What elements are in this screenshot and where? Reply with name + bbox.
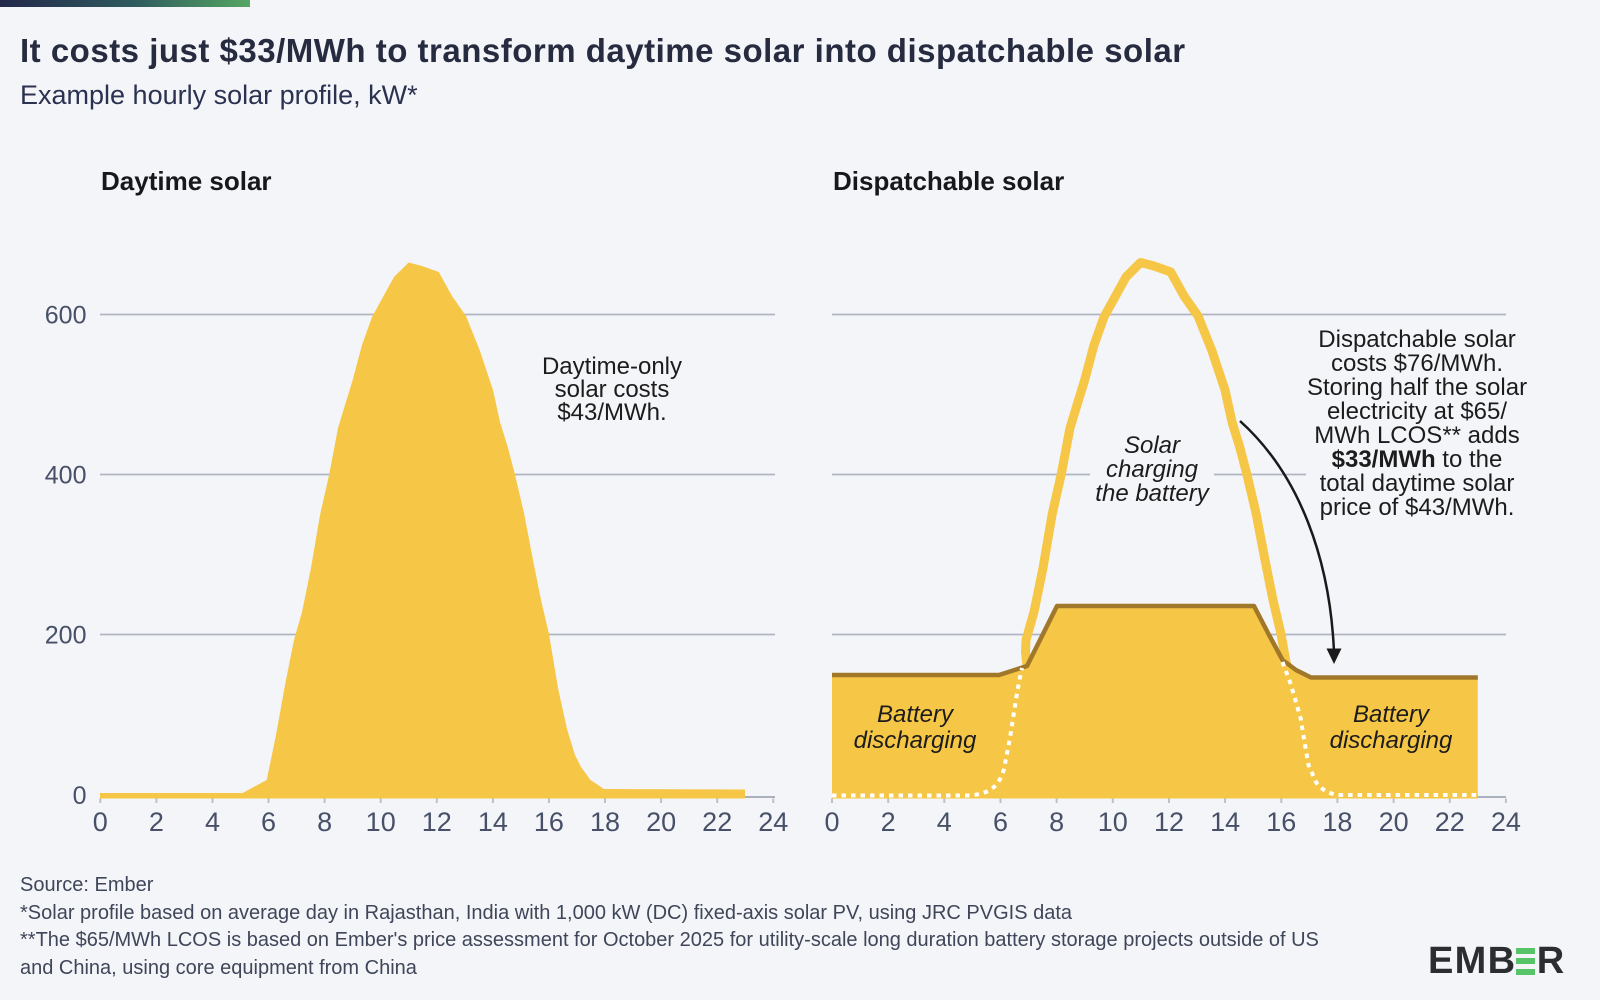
svg-text:6: 6 bbox=[993, 807, 1008, 837]
svg-text:24: 24 bbox=[1491, 807, 1521, 837]
svg-text:16: 16 bbox=[1266, 807, 1296, 837]
svg-text:16: 16 bbox=[534, 807, 564, 837]
svg-text:8: 8 bbox=[1049, 807, 1064, 837]
svg-text:18: 18 bbox=[590, 807, 620, 837]
svg-text:14: 14 bbox=[1210, 807, 1240, 837]
svg-text:6: 6 bbox=[261, 807, 276, 837]
svg-text:24: 24 bbox=[758, 807, 788, 837]
svg-text:600: 600 bbox=[45, 302, 87, 330]
svg-text:200: 200 bbox=[45, 622, 87, 650]
svg-text:0: 0 bbox=[93, 807, 108, 837]
svg-text:10: 10 bbox=[366, 807, 396, 837]
svg-text:12: 12 bbox=[1154, 807, 1184, 837]
svg-text:12: 12 bbox=[422, 807, 452, 837]
svg-text:18: 18 bbox=[1322, 807, 1352, 837]
svg-text:10: 10 bbox=[1098, 807, 1128, 837]
svg-text:20: 20 bbox=[1379, 807, 1409, 837]
svg-text:2: 2 bbox=[881, 807, 896, 837]
svg-text:14: 14 bbox=[478, 807, 508, 837]
svg-text:4: 4 bbox=[205, 807, 220, 837]
svg-text:20: 20 bbox=[646, 807, 676, 837]
svg-text:8: 8 bbox=[317, 807, 332, 837]
svg-text:0: 0 bbox=[73, 782, 87, 810]
svg-text:4: 4 bbox=[937, 807, 952, 837]
svg-text:22: 22 bbox=[1435, 807, 1465, 837]
svg-text:400: 400 bbox=[45, 462, 87, 490]
svg-text:2: 2 bbox=[149, 807, 164, 837]
svg-text:0: 0 bbox=[824, 807, 839, 837]
svg-text:22: 22 bbox=[702, 807, 732, 837]
